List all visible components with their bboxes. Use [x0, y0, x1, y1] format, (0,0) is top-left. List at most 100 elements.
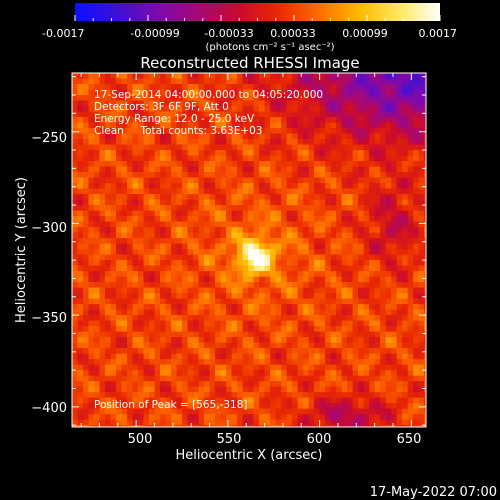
heatmap-cell [165, 260, 172, 267]
heatmap-cell [363, 216, 370, 223]
heatmap-cell [160, 84, 167, 91]
heatmap-cell [363, 243, 370, 250]
heatmap-cell [154, 216, 161, 223]
heatmap-cell [231, 287, 238, 294]
heatmap-cell [286, 425, 293, 427]
heatmap-cell [374, 89, 381, 96]
heatmap-cell [88, 243, 95, 250]
heatmap-cell [220, 364, 227, 371]
heatmap-cell [77, 216, 84, 223]
heatmap-cell [88, 210, 95, 217]
heatmap-cell [319, 315, 326, 322]
heatmap-cell [160, 172, 167, 179]
heatmap-cell [231, 304, 238, 311]
heatmap-cell [193, 216, 200, 223]
heatmap-cell [160, 254, 167, 261]
heatmap-cell [391, 78, 398, 85]
heatmap-cell [424, 276, 426, 283]
heatmap-cell [341, 271, 348, 278]
heatmap-cell [396, 106, 403, 113]
heatmap-cell [182, 122, 189, 129]
heatmap-cell [330, 320, 337, 327]
heatmap-cell [171, 348, 178, 355]
heatmap-cell [413, 188, 420, 195]
heatmap-cell [303, 221, 310, 228]
heatmap-cell [418, 89, 425, 96]
heatmap-cell [110, 177, 117, 184]
heatmap-cell [99, 348, 106, 355]
heatmap-cell [336, 111, 343, 118]
heatmap-cell [352, 199, 359, 206]
heatmap-cell [165, 243, 172, 250]
heatmap-cell [286, 408, 293, 415]
heatmap-cell [380, 298, 387, 305]
heatmap-cell [198, 172, 205, 179]
heatmap-cell [72, 342, 79, 349]
heatmap-cell [275, 370, 282, 377]
heatmap-cell [336, 144, 343, 151]
heatmap-cell [121, 117, 128, 124]
heatmap-cell [336, 84, 343, 91]
heatmap-cell [226, 144, 233, 151]
heatmap-cell [193, 271, 200, 278]
heatmap-cell [369, 386, 376, 393]
heatmap-cell [182, 260, 189, 267]
heatmap-cell [127, 386, 134, 393]
heatmap-cell [259, 161, 266, 168]
heatmap-cell [226, 238, 233, 245]
heatmap-cell [352, 408, 359, 415]
heatmap-cell [215, 304, 222, 311]
heatmap-cell [143, 265, 150, 272]
heatmap-cell [88, 100, 95, 107]
heatmap-cell [187, 84, 194, 91]
heatmap-cell [116, 194, 123, 201]
heatmap-cell [253, 293, 260, 300]
heatmap-cell [72, 304, 79, 311]
heatmap-cell [396, 265, 403, 272]
heatmap-cell [182, 161, 189, 168]
heatmap-cell [347, 260, 354, 267]
heatmap-cell [391, 73, 398, 80]
heatmap-cell [336, 232, 343, 239]
heatmap-cell [209, 397, 216, 404]
heatmap-cell [303, 403, 310, 410]
heatmap-cell [226, 315, 233, 322]
heatmap-cell [160, 326, 167, 333]
heatmap-cell [336, 106, 343, 113]
heatmap-cell [413, 326, 420, 333]
heatmap-cell [204, 287, 211, 294]
heatmap-cell [154, 84, 161, 91]
heatmap-cell [407, 348, 414, 355]
heatmap-cell [407, 386, 414, 393]
heatmap-cell [72, 210, 79, 217]
heatmap-cell [88, 155, 95, 162]
heatmap-cell [138, 183, 145, 190]
heatmap-cell [330, 232, 337, 239]
heatmap-cell [132, 271, 139, 278]
heatmap-cell [121, 188, 128, 195]
heatmap-cell [231, 293, 238, 300]
heatmap-cell [363, 337, 370, 344]
heatmap-cell [121, 315, 128, 322]
heatmap-cell [99, 331, 106, 338]
heatmap-cell [165, 425, 172, 427]
heatmap-cell [308, 315, 315, 322]
heatmap-cell [121, 73, 128, 80]
heatmap-cell [116, 315, 123, 322]
heatmap-cell [237, 249, 244, 256]
heatmap-cell [413, 342, 420, 349]
heatmap-cell [193, 293, 200, 300]
heatmap-cell [341, 254, 348, 261]
heatmap-cell [226, 331, 233, 338]
heatmap-cell [363, 419, 370, 426]
heatmap-cell [275, 106, 282, 113]
heatmap-cell [336, 282, 343, 289]
heatmap-cell [380, 370, 387, 377]
heatmap-cell [314, 84, 321, 91]
heatmap-cell [259, 155, 266, 162]
heatmap-cell [281, 106, 288, 113]
heatmap-cell [237, 194, 244, 201]
heatmap-cell [319, 194, 326, 201]
heatmap-cell [132, 122, 139, 129]
heatmap-cell [72, 326, 79, 333]
